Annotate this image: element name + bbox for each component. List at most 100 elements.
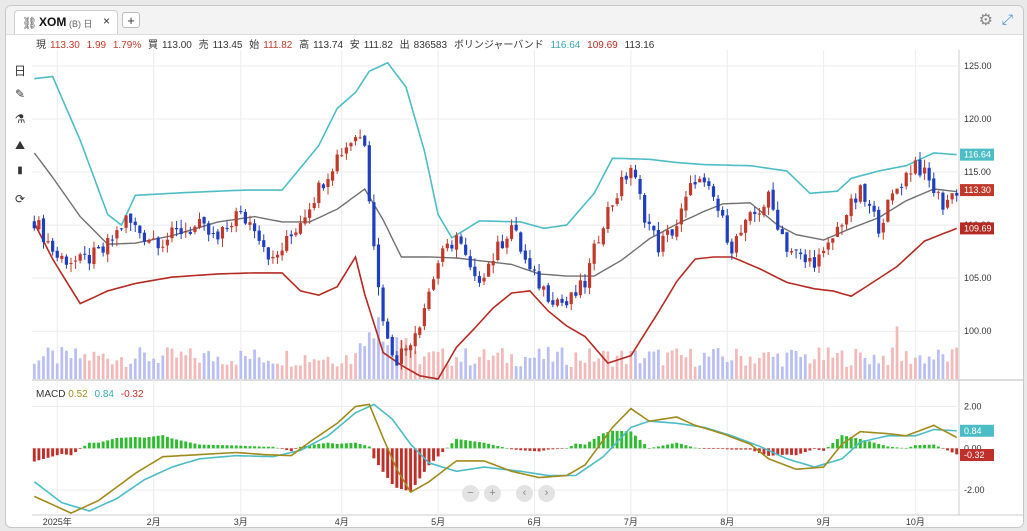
macd-histogram-bar [808,448,812,451]
candle-body [138,225,142,234]
candle-body [730,241,734,254]
volume-bar [482,349,486,379]
candle-body [955,192,959,196]
macd-histogram-bar [170,438,174,449]
candle-body [565,301,569,306]
candle-body [794,249,798,251]
candle-body [358,137,362,139]
candle-body [661,235,665,252]
macd-histogram-bar [555,448,559,449]
candle-body [918,159,922,176]
volume-bar [849,365,853,379]
macd-histogram-bar [638,439,642,449]
macd-histogram-bar [748,448,752,450]
volume-bar [858,352,862,379]
macd-histogram-bar [716,448,720,449]
macd-histogram-bar [817,448,821,450]
volume-bar [188,348,192,379]
macd-histogram-bar [234,445,238,449]
volume-bar [629,350,633,379]
macd-value: 0.52 [68,389,88,400]
candle-body [615,198,619,204]
macd-histogram-bar [560,448,564,449]
volume-bar [436,351,440,379]
scroll-right-button[interactable]: › [538,485,555,502]
volume-bar [253,349,256,379]
x-tick-label: 3月 [234,517,248,527]
candle-body [202,217,206,224]
candle-body [555,299,560,306]
volume-bar [776,353,780,379]
link-icon[interactable]: ⛓ [22,16,38,30]
tab-xom[interactable]: ⛓ XOM (B) 日 × [14,10,118,34]
add-tab-button[interactable]: + [122,12,140,28]
macd-histogram-bar [877,443,881,449]
candle-body [418,327,422,335]
macd-histogram-bar [363,445,367,449]
mountain-chart-icon[interactable]: ⛰ [14,138,26,152]
candle-body [606,207,610,229]
macd-histogram-bar [707,448,711,449]
zoom-in-button[interactable]: + [484,485,501,502]
candle-body [161,246,165,248]
pen-icon[interactable]: ✎ [14,87,26,101]
macd-histogram-bar [597,436,601,449]
scroll-left-button[interactable]: ‹ [516,485,533,502]
candle-body [41,218,46,243]
macd-histogram-bar [611,430,614,449]
price-tag-bg [960,148,994,161]
calendar-icon[interactable]: 日 [13,64,26,78]
macd-histogram-bar [78,448,82,449]
macd-histogram-bar [409,448,413,492]
candle-body [877,209,881,234]
candle-body [945,199,950,208]
volume-bar [308,362,312,379]
macd-histogram-bar [689,446,693,449]
tab-period: (B) 日 [69,19,93,29]
signal-value: 0.84 [94,389,114,400]
expand-icon[interactable]: ⤢ [1001,11,1013,27]
volume-bar [294,365,298,379]
macd-histogram-bar [790,448,793,455]
gear-icon[interactable]: ⚙ [978,12,993,29]
tool-sidebar: 日 ✎ ⚗ ⛰ ▮ ⟳ [6,50,32,520]
volume-bar [569,366,573,379]
candle-body [441,248,445,262]
close-icon[interactable]: × [103,14,111,28]
price-tick-label: 115.00 [964,167,991,177]
price-chart[interactable]: 2025年2月3月4月5月6月7月8月9月10月100.00105.00110.… [6,6,1023,527]
macd-histogram-bar [923,444,927,449]
volume-bar [537,348,541,379]
macd-tag-label: -0.32 [964,450,985,460]
bar-chart-icon[interactable]: ▮ [17,165,23,176]
macd-histogram-bar [950,448,954,453]
volume-bar [583,362,587,379]
macd-histogram-bar [358,443,362,449]
macd-histogram-bar [523,448,527,451]
macd-histogram-bar [918,445,922,449]
macd-histogram-bar [399,448,403,490]
volume-bar [409,348,412,379]
macd-histogram-bar [730,448,734,450]
volume-bar [914,357,917,379]
flask-icon[interactable]: ⚗ [14,112,26,126]
candle-body [477,276,482,283]
refresh-icon[interactable]: ⟳ [14,192,26,206]
volume-bar [845,366,848,379]
volume-bar [923,363,926,379]
candle-body [280,250,284,256]
volume-bar [340,363,344,379]
zoom-out-button[interactable]: − [462,485,479,502]
macd-histogram-bar [101,441,105,449]
candle-body [367,145,371,202]
candle-body [744,219,748,233]
macd-tick-label: 0.00 [964,443,982,453]
macd-histogram-bar [698,448,702,449]
macd-histogram-bar [427,448,431,466]
macd-histogram-bar [840,435,844,449]
macd-histogram-bar [207,444,211,449]
volume-bar [496,352,500,379]
candle-body [799,252,803,255]
x-tick-label: 10月 [906,517,925,527]
candle-body [739,232,743,236]
